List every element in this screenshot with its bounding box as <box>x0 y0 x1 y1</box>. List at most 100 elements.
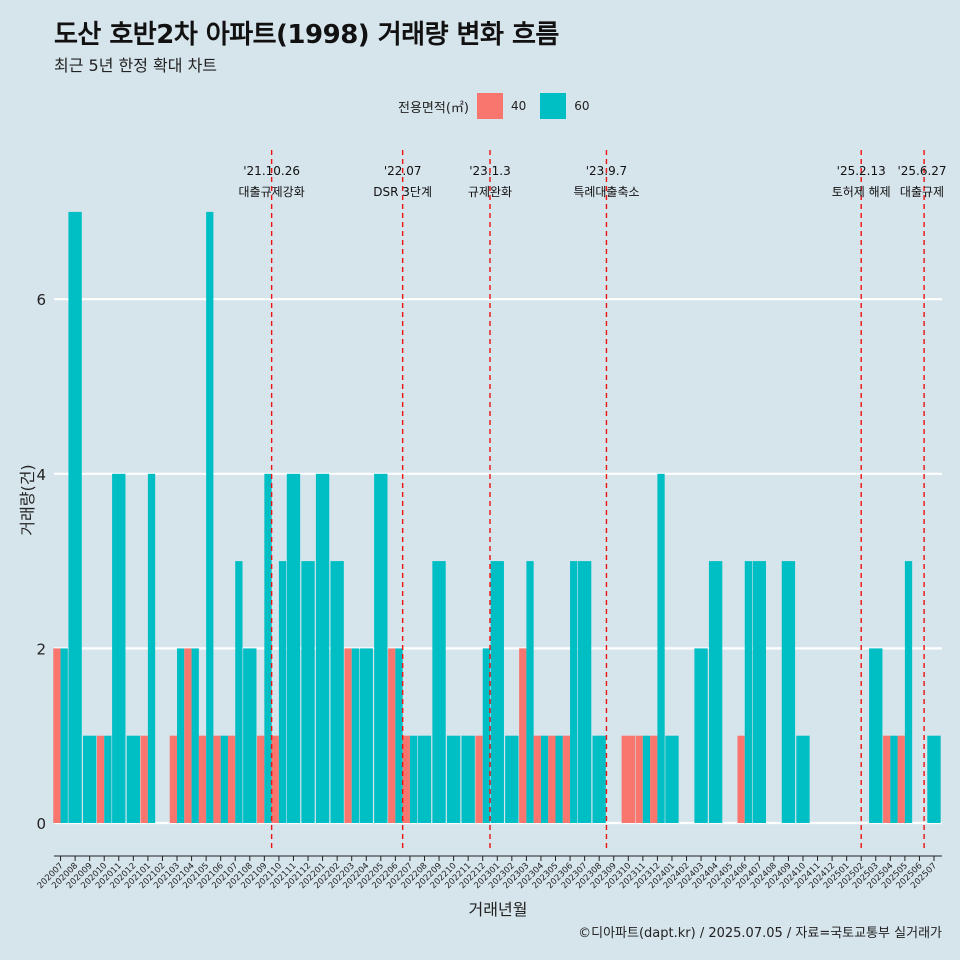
bar-60 <box>890 735 898 823</box>
bar-40 <box>96 735 105 823</box>
bar-60 <box>112 473 126 823</box>
bar-60 <box>446 735 461 823</box>
bar-60 <box>220 735 228 823</box>
bar-40 <box>227 735 236 823</box>
bar-60 <box>206 211 214 823</box>
bar-60 <box>570 561 578 823</box>
event-label: 특례대출축소 <box>573 185 639 199</box>
event-date-label: '23.9.7 <box>586 164 627 178</box>
bar-60 <box>191 648 199 823</box>
event-label: DSR 3단계 <box>373 185 432 199</box>
bar-60 <box>694 648 708 823</box>
event-date-label: '25.6.27 <box>897 164 946 178</box>
legend-label-60: 60 <box>574 99 590 113</box>
bar-60 <box>104 735 112 823</box>
bar-60 <box>126 735 141 823</box>
bar-60 <box>869 648 883 823</box>
event-label: 규제완화 <box>468 185 512 199</box>
bar-40 <box>519 648 527 823</box>
bar-60 <box>330 561 344 823</box>
event-date-label: '23.1.3 <box>469 164 510 178</box>
bar-40 <box>140 735 148 823</box>
bar-60 <box>359 648 373 823</box>
event-date-label: '25.2.13 <box>837 164 886 178</box>
bar-40 <box>198 735 207 823</box>
bar-60 <box>540 735 549 823</box>
bar-40 <box>737 735 745 823</box>
y-axis-title: 거래량(건) <box>18 464 37 535</box>
bar-60 <box>235 561 243 823</box>
bar-60 <box>301 561 315 823</box>
event-date-label: '21.10.26 <box>243 164 300 178</box>
event-label: 대출규제강화 <box>239 185 305 199</box>
bar-60 <box>60 648 68 823</box>
y-tick-label: 4 <box>36 466 46 484</box>
bar-40 <box>562 735 571 823</box>
bar-60 <box>708 561 723 823</box>
bar-60 <box>526 561 534 823</box>
bar-60 <box>177 648 185 823</box>
bar-40 <box>533 735 541 823</box>
bar-40 <box>402 735 410 823</box>
bar-40 <box>475 735 483 823</box>
bar-40 <box>169 735 178 823</box>
bar-40 <box>548 735 556 823</box>
bar-40 <box>53 648 61 823</box>
bar-40 <box>621 735 635 823</box>
bar-60 <box>577 561 592 823</box>
legend-key-40 <box>476 93 503 119</box>
bar-40 <box>635 735 643 823</box>
bar-60 <box>278 561 287 823</box>
x-axis-title: 거래년월 <box>469 900 528 919</box>
bar-60 <box>395 648 403 823</box>
legend: 전용면적(㎡) 40 60 <box>398 92 604 120</box>
bar-60 <box>642 735 651 823</box>
bar-60 <box>409 735 418 823</box>
y-tick-label: 6 <box>36 291 46 309</box>
legend-label-40: 40 <box>510 99 527 113</box>
bar-40 <box>213 735 221 823</box>
bar-40 <box>184 648 192 823</box>
bar-60 <box>461 735 475 823</box>
bar-60 <box>796 735 810 823</box>
bar-60 <box>147 473 156 823</box>
bar-60 <box>315 473 330 823</box>
bar-40 <box>388 648 396 823</box>
bar-60 <box>68 211 82 823</box>
bar-60 <box>490 561 504 823</box>
chart-title: 도산 호반2차 아파트(1998) 거래량 변화 흐름 <box>54 20 559 50</box>
bar-40 <box>271 735 279 823</box>
bar-40 <box>344 648 352 823</box>
y-tick-label: 2 <box>36 640 46 658</box>
bar-60 <box>351 648 359 823</box>
bar-60 <box>657 473 665 823</box>
event-label: 대출규제 <box>900 185 944 199</box>
event-date-label: '22.07 <box>384 164 422 178</box>
bar-40 <box>257 735 265 823</box>
bar-60 <box>417 735 432 823</box>
legend-title: 전용면적(㎡) <box>398 100 469 116</box>
bar-60 <box>505 735 519 823</box>
bar-60 <box>555 735 563 823</box>
bar-60 <box>243 648 257 823</box>
bar-60 <box>744 561 753 823</box>
bar-60 <box>286 473 301 823</box>
source-caption: ©디아파트(dapt.kr) / 2025.07.05 / 자료=국토교통부 실… <box>578 926 942 941</box>
bar-60 <box>264 473 272 823</box>
bar-60 <box>592 735 606 823</box>
bar-60 <box>665 735 679 823</box>
bar-40 <box>883 735 891 823</box>
bar-60 <box>781 561 796 823</box>
event-label: 토허제 해제 <box>832 185 891 199</box>
bar-60 <box>482 648 490 823</box>
bar-60 <box>904 561 913 823</box>
bar-60 <box>82 735 97 823</box>
bar-40 <box>650 735 658 823</box>
bar-60 <box>432 561 446 823</box>
legend-key-60 <box>540 93 567 119</box>
y-tick-label: 0 <box>36 815 46 833</box>
chart-subtitle: 최근 5년 한정 확대 차트 <box>54 56 218 75</box>
bar-60 <box>752 561 766 823</box>
bar-40 <box>897 735 905 823</box>
